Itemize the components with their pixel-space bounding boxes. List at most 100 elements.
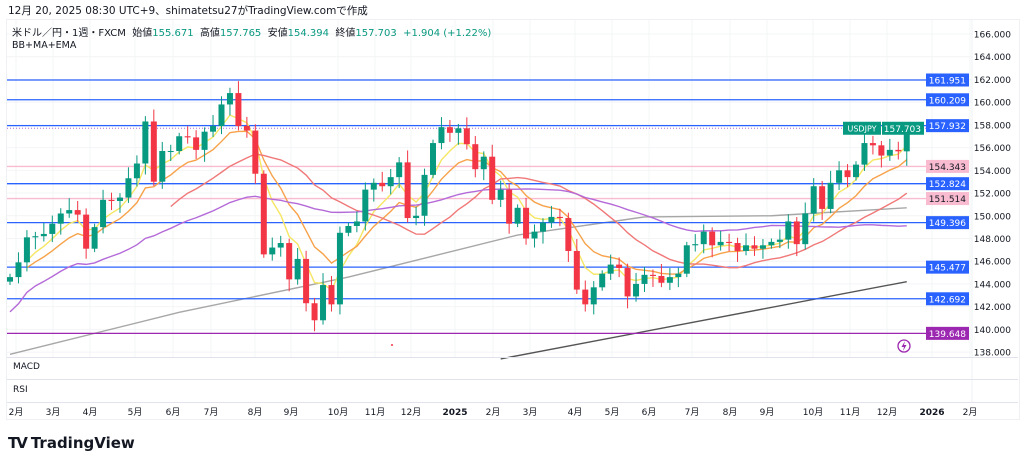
price-tick-label: 152.000 [974,190,1011,200]
candle-body [768,241,775,246]
candle-body [641,274,648,284]
candle-body [311,303,318,321]
candle-body [810,186,817,214]
candle-body [328,285,335,305]
price-level-tag [926,326,969,340]
candle-body [844,170,851,178]
macd-pane-label[interactable]: MACD [13,362,40,372]
candle-body [40,233,47,237]
candle-body [260,173,267,255]
price-level-tag [926,159,969,173]
candle-body [193,137,200,150]
candle-body [438,127,445,144]
candle-body [159,151,166,182]
time-tick-label: 6月 [166,407,181,418]
candle-body [116,197,123,201]
time-tick-label: 10月 [803,407,823,418]
price-level-tag-label: 151.514 [929,195,966,205]
rsi-pane-label[interactable]: RSI [13,385,28,395]
price-level-tag [926,93,969,107]
candle-body [480,156,487,170]
time-tick-label: 8月 [723,407,738,418]
candle-body [692,244,699,246]
price-tick-label: 138.000 [974,349,1011,359]
candle-body [57,213,64,224]
chart-frame [6,19,1020,420]
candle-body [463,128,470,145]
candle-body [565,218,572,251]
candle-body [176,136,183,152]
close-label: 終値 [335,28,356,39]
price-tick-label: 148.000 [974,235,1011,245]
low-value: 154.394 [287,28,330,39]
candle-body [49,223,56,234]
time-tick-label: 11月 [840,407,860,418]
candle-body [269,247,276,255]
time-tick-label: 9月 [284,407,299,418]
candle-body [201,131,208,150]
candle-body [514,207,521,224]
candle-body [430,143,436,175]
candle-body [387,177,394,187]
time-tick-label: 2月 [963,407,978,418]
candle-body [616,264,623,269]
open-label: 始値 [132,28,153,39]
price-level-tag-label: 139.648 [929,330,966,340]
candle-body [666,277,673,283]
candle-body [793,221,800,245]
candle-body [497,189,504,200]
candle-body [903,128,910,152]
candle-body [396,162,403,178]
candle-body [336,232,343,305]
candle-body [167,151,174,153]
candle-body [836,170,843,183]
pane-divider[interactable] [7,379,1018,380]
candle-body [506,189,513,224]
candle-body [785,221,792,240]
price-level-tag-label: 160.209 [929,96,966,106]
symbol-name[interactable]: 米ドル／円・1週・FXCM [12,28,126,39]
price-level-tag [926,216,969,230]
candle-body [624,268,631,297]
current-price-tag-label: 157.703 [884,125,921,135]
tradingview-logo[interactable]: TV TradingView [8,434,135,452]
candle-body [277,243,284,248]
candle-body [582,289,589,305]
time-tick-label: 12月 [877,407,897,418]
candle-body [658,275,665,283]
candle-body [362,189,369,222]
symbol-tag-label: USDJPY [848,125,877,134]
high-value: 157.765 [219,28,262,39]
event-marker [391,344,393,346]
candle-body [83,214,90,249]
candle-body [370,182,377,190]
price-tick-label: 162.000 [974,76,1011,86]
candle-body [455,128,462,133]
candle-body [853,164,859,178]
price-tick-label: 166.000 [974,31,1011,41]
candle-body [548,216,555,223]
candle-body [379,182,386,187]
time-tick-label: 10月 [328,407,348,418]
candle-body [125,178,132,198]
candle-body [23,237,30,263]
price-tick-label: 158.000 [974,121,1011,131]
candle-body [421,174,428,216]
candle-body [895,149,902,152]
close-value: 157.703 [355,28,397,39]
time-tick-label: 4月 [568,407,583,418]
long-ma-line [9,207,907,356]
candle-body [320,285,327,321]
indicators-legend[interactable]: BB+MA+EMA [12,40,77,51]
candle-body [286,243,293,280]
candle-body [709,231,716,246]
tradingview-logo-icon: TV [8,434,28,452]
candle-body [802,213,809,245]
time-tick-label: 2025 [442,408,467,418]
candle-body [734,243,741,251]
trendline [500,280,907,360]
pane-divider[interactable] [7,357,1018,358]
time-tick-label: 7月 [685,407,700,418]
candle-body [303,258,310,304]
